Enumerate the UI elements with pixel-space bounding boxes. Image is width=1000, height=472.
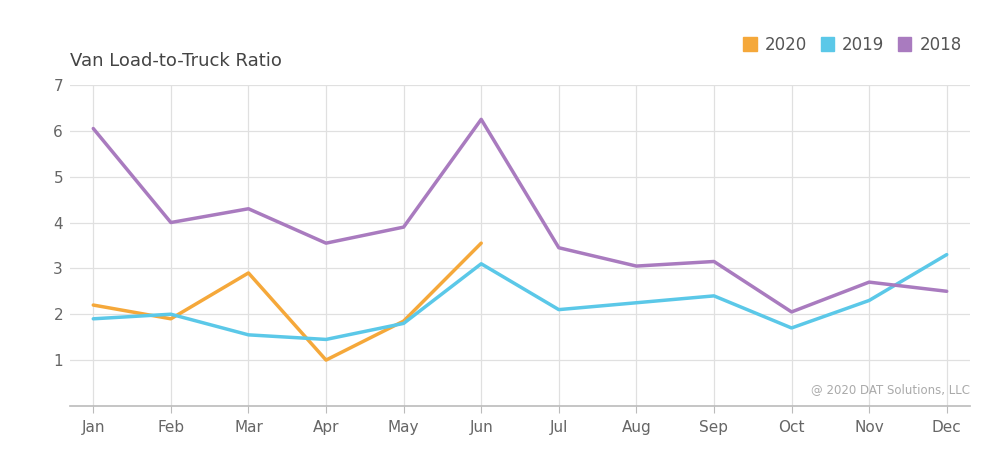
Text: Van Load-to-Truck Ratio: Van Load-to-Truck Ratio xyxy=(70,51,282,69)
Legend: 2020, 2019, 2018: 2020, 2019, 2018 xyxy=(743,35,962,53)
Text: @ 2020 DAT Solutions, LLC: @ 2020 DAT Solutions, LLC xyxy=(811,383,970,396)
